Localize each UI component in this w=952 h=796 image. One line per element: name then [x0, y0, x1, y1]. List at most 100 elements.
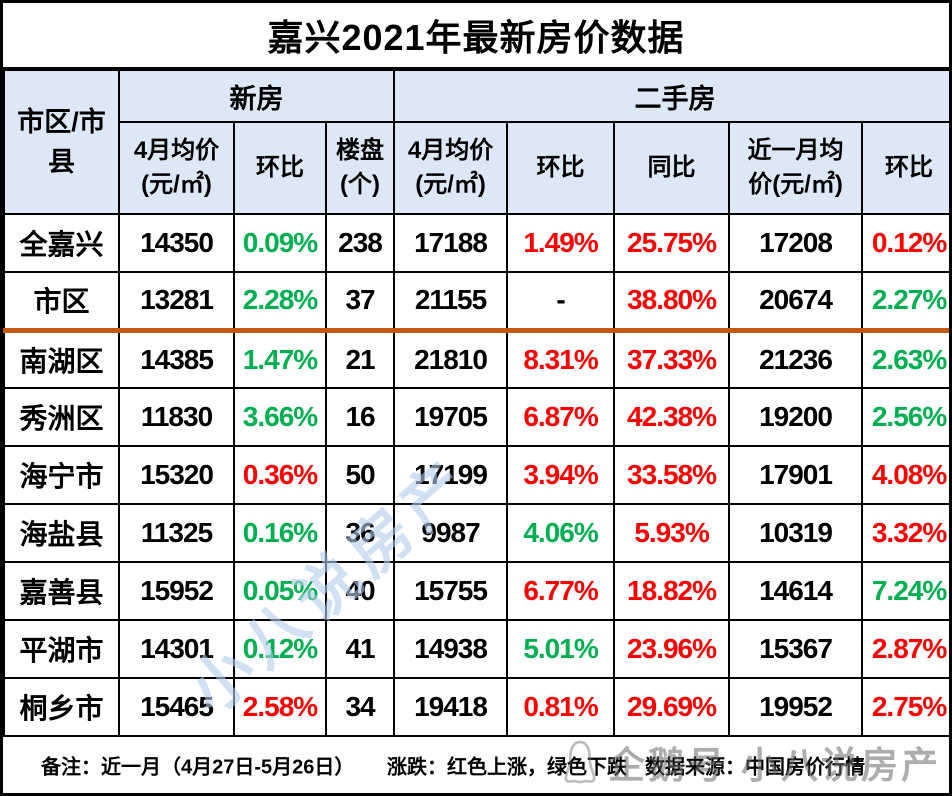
region-label: 市区: [3, 271, 120, 333]
table-row: 海盐县 11325 0.16% 36 9987 4.06% 5.93% 10319 3.32%: [3, 503, 949, 563]
value-cell: 11325: [118, 503, 235, 563]
value-cell: 17199: [393, 445, 509, 505]
table-row: 南湖区 14385 1.47% 21 21810 8.31% 37.33% 21236 2.63…: [3, 329, 949, 389]
footer: 备注：近一月（4月27日-5月26日） 涨跌：红色上涨，绿色下跌 数据来源：中国…: [3, 737, 949, 793]
value-cell: 4.08%: [861, 445, 949, 505]
value-cell: 5.93%: [613, 503, 731, 563]
value-cell: 0.81%: [506, 677, 616, 737]
value-cell: 37.33%: [613, 329, 731, 389]
col-header-new-april-avg: 4月均价 (元/㎡): [118, 121, 235, 215]
table-row: 市区 13281 2.28% 37 21155-38.80% 20674 2.27%: [3, 271, 949, 333]
value-cell: 19705: [393, 387, 509, 447]
value-cell: 15367: [728, 619, 864, 679]
value-cell: 5.01%: [506, 619, 616, 679]
value-cell: 0.16%: [233, 503, 327, 563]
value-cell: 14938: [393, 619, 509, 679]
value-cell: 21810: [393, 329, 509, 389]
value-cell: 19952: [728, 677, 864, 737]
value-cell: 34: [324, 677, 396, 737]
region-label: 全嘉兴: [3, 213, 120, 273]
table-body: 全嘉兴 14350 0.09% 238 17188 1.49% 25.75% 17208 0.1…: [3, 213, 949, 737]
value-cell: -: [506, 271, 616, 333]
value-cell: 16: [324, 387, 396, 447]
value-cell: 14614: [728, 561, 864, 621]
col-header-used-yoy: 同比: [613, 121, 731, 215]
table-row: 秀洲区 11830 3.66% 16 19705 6.87% 42.38% 19200 2.56…: [3, 387, 949, 447]
value-cell: 2.56%: [861, 387, 949, 447]
value-cell: 6.77%: [506, 561, 616, 621]
value-cell: 0.12%: [233, 619, 327, 679]
value-cell: 1.47%: [233, 329, 327, 389]
value-cell: 3.32%: [861, 503, 949, 563]
value-cell: 50: [324, 445, 396, 505]
col-header-used-month-avg: 近一月均 价(元/㎡): [728, 121, 864, 215]
value-cell: 3.66%: [233, 387, 327, 447]
col-header-used-april-avg: 4月均价 (元/㎡): [393, 121, 509, 215]
value-cell: 19418: [393, 677, 509, 737]
value-cell: 17901: [728, 445, 864, 505]
footer-source: 数据来源：中国房价行情: [645, 756, 865, 779]
value-cell: 37: [324, 271, 396, 333]
value-cell: 238: [324, 213, 396, 273]
value-cell: 23.96%: [613, 619, 731, 679]
region-label: 海盐县: [3, 503, 120, 563]
value-cell: 25.75%: [613, 213, 731, 273]
value-cell: 0.09%: [233, 213, 327, 273]
value-cell: 29.69%: [613, 677, 731, 737]
value-cell: 19200: [728, 387, 864, 447]
value-cell: 36: [324, 503, 396, 563]
corner-header: 市区/市 县: [3, 69, 120, 215]
value-cell: 33.58%: [613, 445, 731, 505]
value-cell: 15952: [118, 561, 235, 621]
value-cell: 15320: [118, 445, 235, 505]
value-cell: 17208: [728, 213, 864, 273]
value-cell: 13281: [118, 271, 235, 333]
value-cell: 15755: [393, 561, 509, 621]
value-cell: 41: [324, 619, 396, 679]
value-cell: 0.36%: [233, 445, 327, 505]
value-cell: 14385: [118, 329, 235, 389]
table-row: 全嘉兴 14350 0.09% 238 17188 1.49% 25.75% 17208 0.1…: [3, 213, 949, 273]
value-cell: 0.05%: [233, 561, 327, 621]
value-cell: 2.87%: [861, 619, 949, 679]
region-label: 嘉善县: [3, 561, 120, 621]
col-header-used-month-mom: 环比: [861, 121, 949, 215]
table-row: 桐乡市 15465 2.58% 34 19418 0.81% 29.69% 19952 2.75…: [3, 677, 949, 737]
page-title: 嘉兴2021年最新房价数据: [3, 3, 949, 69]
group-header-row: 市区/市 县 新房 二手房: [3, 69, 949, 215]
group-header-second-hand: 二手房: [393, 69, 949, 123]
value-cell: 40: [324, 561, 396, 621]
value-cell: 0.12%: [861, 213, 949, 273]
table-row: 海宁市 15320 0.36% 50 17199 3.94% 33.58% 17901 4.08…: [3, 445, 949, 505]
value-cell: 3.94%: [506, 445, 616, 505]
value-cell: 21: [324, 329, 396, 389]
group-header-new-homes: 新房: [117, 69, 396, 123]
value-cell: 10319: [728, 503, 864, 563]
region-label: 平湖市: [3, 619, 120, 679]
col-header-used-mom: 环比: [506, 121, 616, 215]
region-label: 秀洲区: [3, 387, 120, 447]
value-cell: 7.24%: [861, 561, 949, 621]
footer-legend: 涨跌：红色上涨，绿色下跌: [387, 756, 627, 779]
value-cell: 9987: [393, 503, 509, 563]
value-cell: 2.63%: [861, 329, 949, 389]
column-header-row: 4月均价 (元/㎡) 环比 楼盘 (个) 4月均价 (元/㎡) 环比 同比 近一…: [4, 121, 949, 215]
value-cell: 15465: [118, 677, 235, 737]
value-cell: 38.80%: [613, 271, 731, 333]
value-cell: 8.31%: [506, 329, 616, 389]
value-cell: 2.75%: [861, 677, 949, 737]
col-header-new-projects: 楼盘 (个): [324, 121, 396, 215]
region-label: 南湖区: [3, 329, 120, 389]
value-cell: 14350: [118, 213, 235, 273]
table-row: 嘉善县 15952 0.05% 40 15755 6.77% 18.82% 14614 7.24…: [3, 561, 949, 621]
value-cell: 42.38%: [613, 387, 731, 447]
value-cell: 2.58%: [233, 677, 327, 737]
value-cell: 6.87%: [506, 387, 616, 447]
value-cell: 18.82%: [613, 561, 731, 621]
value-cell: 20674: [728, 271, 864, 333]
value-cell: 14301: [118, 619, 235, 679]
value-cell: 2.28%: [233, 271, 327, 333]
value-cell: 21236: [728, 329, 864, 389]
value-cell: 21155: [393, 271, 509, 333]
